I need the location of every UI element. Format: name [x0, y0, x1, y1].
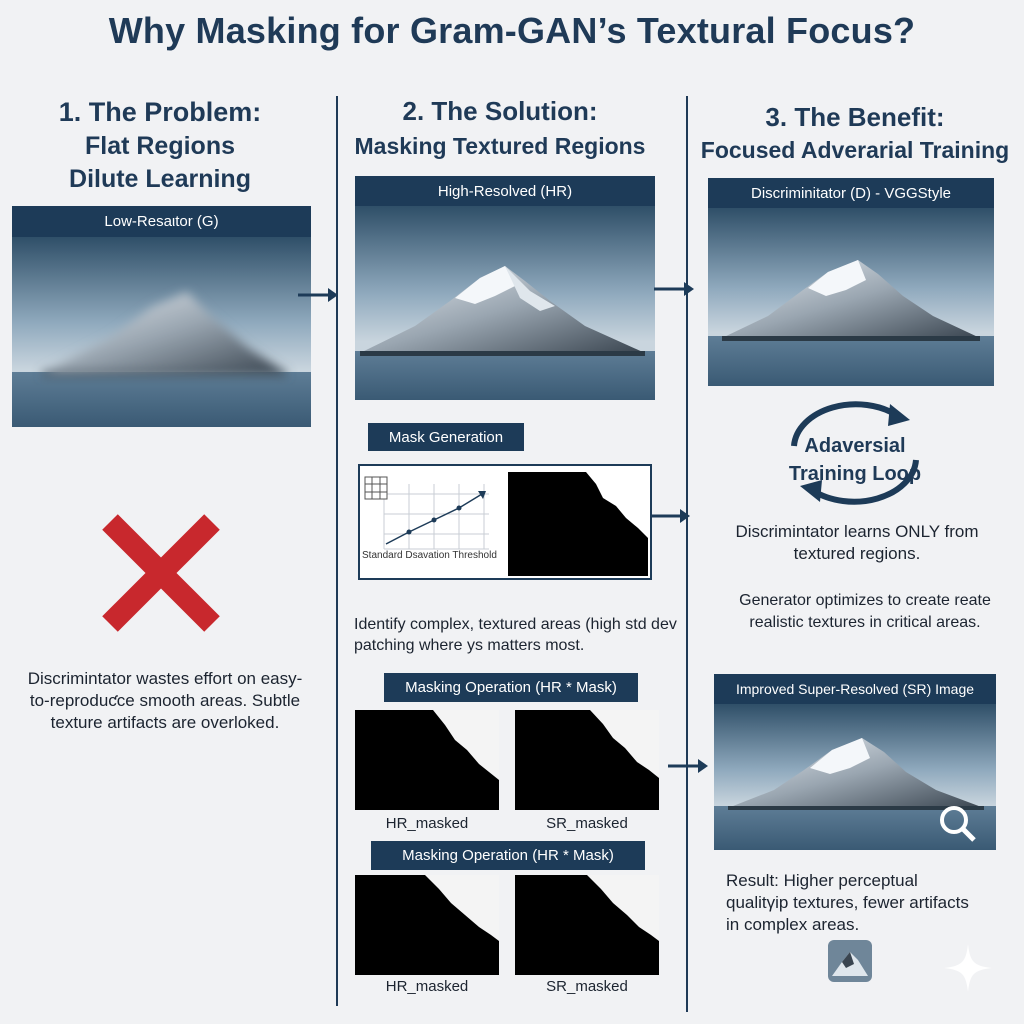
arrow-right-icon [298, 288, 338, 302]
sr-masked-label-1: SR_masked [546, 815, 628, 832]
problem-heading: 1. The Problem: Flat Regions Dilute Lear… [10, 96, 310, 194]
sr-image [714, 704, 996, 850]
discriminator-label: Discriminitator (D) - VGGStyle [708, 178, 994, 208]
training-loop-title: Adaversial Training Loop [770, 434, 940, 486]
sr-masked-image-1 [515, 710, 659, 810]
arrow-right-icon [650, 509, 690, 523]
hr-masked-image-1 [355, 710, 499, 810]
masking-operation-label-2: Masking Operation (HR * Mask) [371, 841, 645, 870]
benefit-heading: 3. The Benefit: Focused Adverarial Train… [690, 102, 1020, 165]
threshold-plot [383, 484, 489, 550]
solution-heading-line2: Masking Textured Regions [354, 133, 646, 160]
solution-caption: Identify complex, textured areas (high s… [354, 616, 677, 654]
column-divider-right [686, 96, 688, 1012]
hr-image [355, 206, 655, 400]
solution-heading: 2. The Solution: Masking Textured Region… [345, 96, 655, 161]
cross-icon [102, 514, 220, 632]
thumbnail-image [828, 940, 872, 982]
page-title: Why Masking for Gram-GAN’s Textural Focu… [108, 10, 916, 51]
grid-icon [364, 476, 388, 500]
solution-heading-line1: 2. The Solution: [402, 96, 598, 126]
hr-image-label: High-Resolved (HR) [355, 176, 655, 206]
column-divider-left [336, 96, 338, 1006]
mask-preview [508, 468, 648, 576]
sr-image-label: Improved Super-Resolved (SR) Image [714, 674, 996, 704]
hr-masked-image-2 [355, 875, 499, 975]
discriminator-image [708, 208, 994, 386]
masking-operation-label-1: Masking Operation (HR * Mask) [384, 673, 638, 702]
problem-heading-line2: Flat Regions [84, 132, 235, 161]
benefit-caption-2: Generator optimizes to create reate real… [739, 592, 991, 632]
threshold-label: Standard Dsavation Threshold [362, 550, 497, 561]
cycle-arrow-icon [791, 401, 919, 505]
result-caption: Result: Higher perceptual qualitγip text… [726, 871, 969, 935]
problem-heading-line3: Dilute Learning [69, 165, 251, 194]
low-res-image [12, 237, 311, 427]
magnifier-icon [940, 806, 976, 842]
problem-caption: Discrimintator wastes effort on easy-to-… [27, 669, 303, 733]
benefit-caption-1: Discrimintator learns ONLY from textured… [735, 522, 979, 564]
sparkle-icon [944, 944, 992, 992]
sr-masked-label-2: SR_masked [546, 978, 628, 995]
hr-masked-label-1: HR_masked [385, 815, 469, 832]
training-loop-line2: Training Loop [788, 463, 922, 485]
arrow-right-icon [668, 759, 708, 773]
training-loop-line1: Adaversial [804, 435, 906, 457]
benefit-heading-line2: Focused Adverarial Training [700, 137, 1010, 164]
low-res-image-label: Low-Resaιtor (G) [12, 206, 311, 237]
hr-masked-label-2: HR_masked [385, 978, 469, 995]
mask-generation-label: Mask Generation [368, 423, 524, 451]
arrow-right-icon [654, 282, 694, 296]
problem-heading-line1: 1. The Problem: [58, 97, 262, 127]
sr-masked-image-2 [515, 875, 659, 975]
benefit-heading-line1: 3. The Benefit: [765, 102, 945, 132]
mask-generation-panel: Standard Dsavation Threshold [358, 464, 652, 580]
